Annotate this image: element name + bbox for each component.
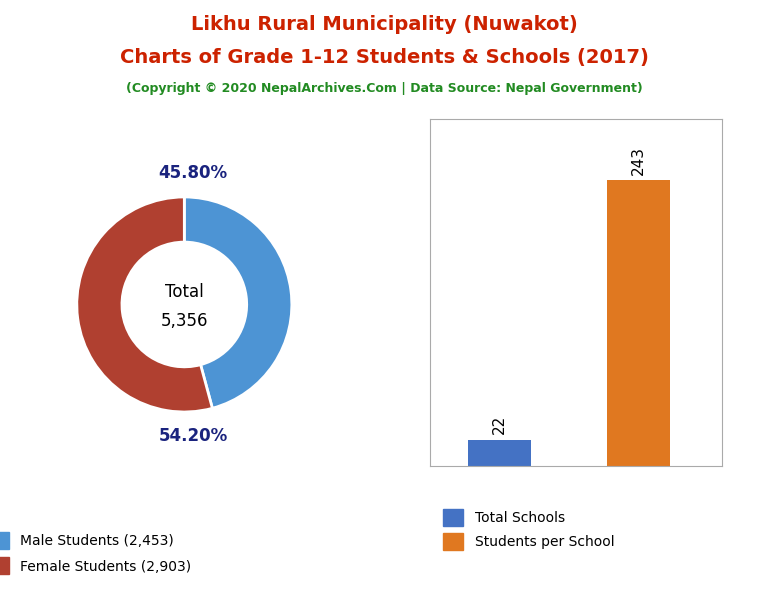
Text: Charts of Grade 1-12 Students & Schools (2017): Charts of Grade 1-12 Students & Schools … [120, 48, 648, 67]
Wedge shape [77, 197, 213, 412]
Text: Total: Total [165, 282, 204, 300]
Text: 5,356: 5,356 [161, 312, 208, 330]
Text: Likhu Rural Municipality (Nuwakot): Likhu Rural Municipality (Nuwakot) [190, 15, 578, 34]
Bar [468, 440, 531, 466]
Text: 54.20%: 54.20% [158, 427, 227, 445]
Bar [607, 180, 670, 466]
Text: 243: 243 [631, 146, 646, 174]
Wedge shape [184, 197, 292, 408]
Text: 22: 22 [492, 415, 507, 434]
Legend: Male Students (2,453), Female Students (2,903): Male Students (2,453), Female Students (… [0, 525, 199, 581]
Text: (Copyright © 2020 NepalArchives.Com | Data Source: Nepal Government): (Copyright © 2020 NepalArchives.Com | Da… [126, 82, 642, 96]
Text: 45.80%: 45.80% [158, 164, 227, 182]
Legend: Total Schools, Students per School: Total Schools, Students per School [437, 504, 620, 556]
